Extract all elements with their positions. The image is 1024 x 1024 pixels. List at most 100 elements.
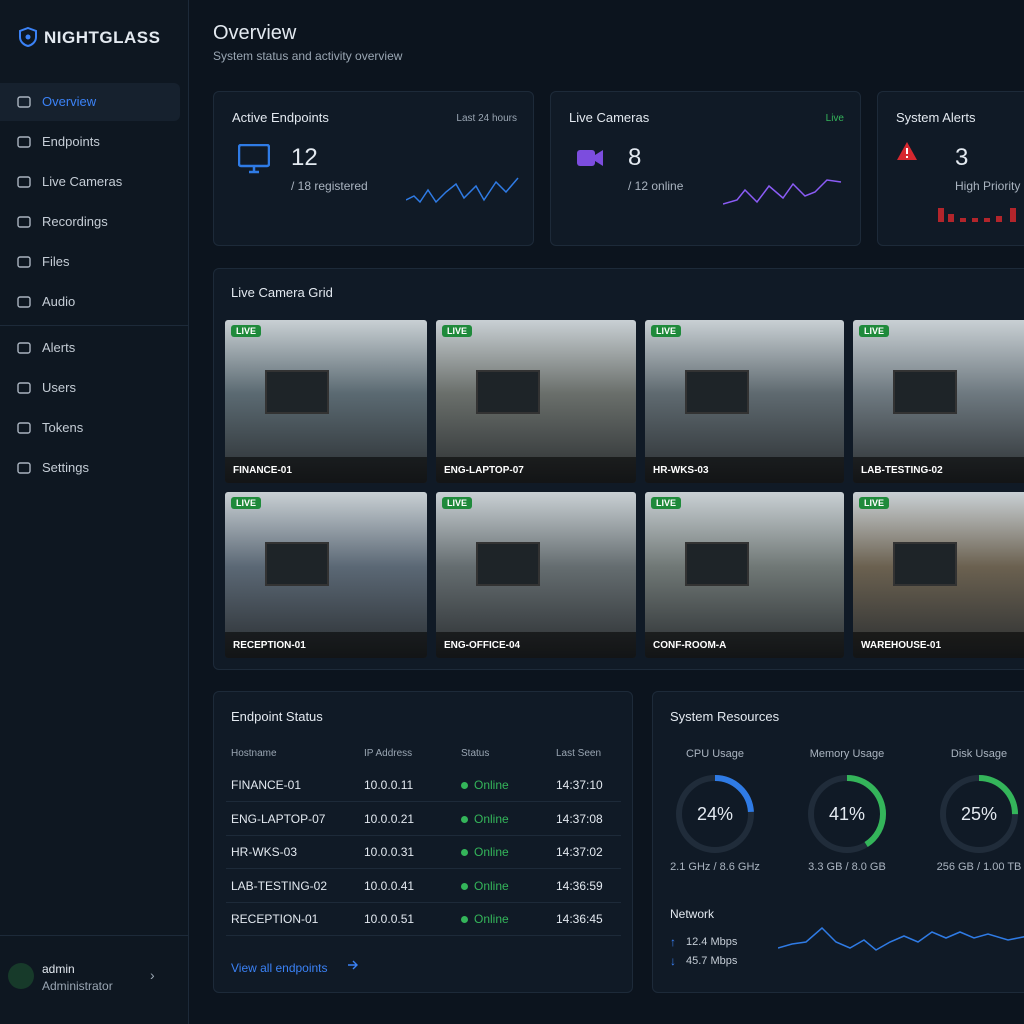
stat-value: 3 <box>955 144 969 171</box>
live-badge: LIVE <box>231 497 262 509</box>
panel-title: System Resources <box>670 709 780 724</box>
stat-icon <box>575 144 607 179</box>
sparkline <box>722 179 842 205</box>
cell: LAB-TESTING-02 <box>231 878 328 893</box>
camera-label-bg <box>225 632 427 658</box>
nav-item[interactable]: Audio <box>42 294 76 309</box>
network-chart <box>777 920 1024 975</box>
nav-item[interactable]: Live Cameras <box>42 174 123 189</box>
camera-tile[interactable]: LIVE RECEPTION-01 <box>225 492 427 658</box>
camera-name: RECEPTION-01 <box>233 640 306 651</box>
sparkline <box>405 177 519 204</box>
alert-icon <box>897 142 917 160</box>
camera-label-bg <box>225 457 427 483</box>
cell: 14:36:59 <box>556 878 603 893</box>
nav-icon <box>16 214 32 235</box>
live-badge: LIVE <box>859 325 890 337</box>
panel-title: Live Camera Grid <box>231 285 333 300</box>
nav-icon <box>17 216 31 228</box>
column-header: Last Seen <box>556 748 602 759</box>
camera-name: CONF-ROOM-A <box>653 640 727 651</box>
nav-icon <box>17 462 31 474</box>
camera-tile[interactable]: LIVE ENG-OFFICE-04 <box>436 492 636 658</box>
nav-item[interactable]: Tokens <box>42 420 84 435</box>
camera-tile[interactable]: LIVE LAB-TESTING-02 <box>853 320 1024 483</box>
gauge-value: 25% <box>960 804 998 824</box>
camera-scene <box>265 370 329 414</box>
camera-name: HR-WKS-03 <box>653 465 709 476</box>
resources-panel: System Resources CPU Usage 24% 2.1 GHz / 8.… <box>652 691 1024 993</box>
down-arrow: ↓ <box>670 954 676 968</box>
nav-item[interactable]: Overview <box>42 94 97 109</box>
nav-icon <box>16 254 32 275</box>
divider <box>0 935 188 936</box>
nav-item[interactable]: Endpoints <box>42 134 100 149</box>
nav-item[interactable]: Recordings <box>42 214 108 229</box>
status: Online <box>474 878 509 893</box>
status: Online <box>474 778 509 792</box>
row-divider <box>226 935 621 936</box>
cell: 10.0.0.11 <box>364 778 414 792</box>
camera-name: LAB-TESTING-02 <box>861 465 943 476</box>
camera-label-bg <box>436 457 636 483</box>
endpoint-panel: Endpoint Status Hostname IP Address Status L… <box>213 691 633 993</box>
cell: RECEPTION-01 <box>231 912 319 926</box>
nav-item[interactable]: Alerts <box>42 340 76 355</box>
cell: HR-WKS-03 <box>231 845 298 859</box>
camera-scene <box>685 370 749 414</box>
stat-title: Live Cameras <box>569 110 650 125</box>
stat-sub: / 12 online <box>628 179 684 193</box>
stat-chart <box>722 172 843 222</box>
camera-name: WAREHOUSE-01 <box>861 640 942 651</box>
network-sparkline <box>777 926 1024 951</box>
stat-chart <box>405 172 521 222</box>
cell: ENG-LAPTOP-07 <box>231 811 326 826</box>
nav-item[interactable]: Users <box>42 380 76 395</box>
nav-item[interactable]: Settings <box>42 460 89 475</box>
live-badge: LIVE <box>651 325 682 337</box>
chevron[interactable]: › <box>150 967 155 983</box>
live-badge: LIVE <box>231 325 262 337</box>
nav-icon <box>16 294 32 315</box>
cell: 10.0.0.31 <box>364 845 415 859</box>
camera-label-bg <box>645 457 844 483</box>
nav-icon <box>17 422 31 434</box>
stat-icon <box>237 143 271 179</box>
gauge-label: CPU Usage <box>685 748 745 760</box>
camera-panel: Live Camera Grid LIVE FINANCE-01 LIVE ENG-LA… <box>213 268 1024 670</box>
user-role: Administrator <box>42 979 113 993</box>
status: Online <box>474 811 509 826</box>
gauge-arc <box>940 775 1018 853</box>
camera-scene <box>265 542 329 586</box>
nav-icon <box>17 136 31 148</box>
stat-card: Active Endpoints Last 24 hours 12 / 18 regi… <box>213 91 534 246</box>
camera-tile[interactable]: LIVE ENG-LAPTOP-07 <box>436 320 636 483</box>
gauge <box>940 775 1018 853</box>
status-dot <box>461 782 468 789</box>
status: Online <box>474 845 509 859</box>
camera-tile[interactable]: LIVE WAREHOUSE-01 <box>853 492 1024 658</box>
nav-item[interactable]: Files <box>42 254 70 269</box>
camera-name: ENG-OFFICE-04 <box>444 640 521 651</box>
camera-scene <box>893 542 957 586</box>
camera-tile[interactable]: LIVE CONF-ROOM-A <box>645 492 844 658</box>
nav-icon <box>16 380 32 401</box>
network-up: 12.4 Mbps <box>686 936 738 948</box>
view-all-link[interactable]: View all endpoints <box>231 961 328 975</box>
brand-icon <box>19 27 37 47</box>
stat-value: 12 <box>291 144 318 171</box>
camera-tile[interactable]: LIVE FINANCE-01 <box>225 320 427 483</box>
status-dot <box>461 849 468 856</box>
camera-name: ENG-LAPTOP-07 <box>444 465 524 476</box>
nav-icon <box>17 176 31 188</box>
cell: 10.0.0.21 <box>364 811 415 826</box>
cell: 14:37:10 <box>556 778 603 792</box>
sidebar <box>0 0 189 1024</box>
gauge-arc <box>808 775 886 853</box>
camera-scene <box>685 542 749 586</box>
gauge-detail: 2.1 GHz / 8.6 GHz <box>670 861 760 873</box>
link-arrow <box>347 959 359 974</box>
camera-tile[interactable]: LIVE HR-WKS-03 <box>645 320 844 483</box>
